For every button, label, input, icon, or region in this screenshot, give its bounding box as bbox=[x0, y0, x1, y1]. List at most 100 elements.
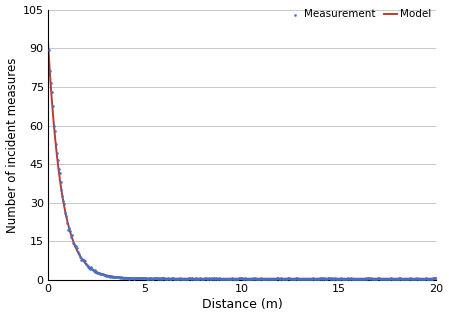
Measurement bbox=[162, 276, 169, 281]
Measurement bbox=[117, 275, 124, 280]
Measurement bbox=[267, 276, 274, 281]
Measurement bbox=[202, 275, 209, 281]
Measurement bbox=[307, 276, 314, 281]
Measurement bbox=[256, 276, 263, 281]
Measurement bbox=[216, 276, 224, 281]
Measurement bbox=[89, 268, 96, 273]
Measurement bbox=[101, 272, 108, 277]
Measurement bbox=[58, 188, 65, 193]
Measurement bbox=[329, 275, 336, 281]
Measurement bbox=[343, 276, 350, 281]
Measurement bbox=[274, 276, 282, 281]
Measurement bbox=[244, 277, 251, 282]
Measurement bbox=[239, 276, 247, 281]
Measurement bbox=[172, 276, 179, 281]
Measurement bbox=[195, 276, 202, 281]
Measurement bbox=[257, 275, 264, 281]
Measurement bbox=[397, 276, 404, 281]
Measurement bbox=[406, 276, 414, 281]
Measurement bbox=[212, 276, 220, 281]
Measurement bbox=[176, 276, 183, 281]
Measurement bbox=[350, 276, 357, 281]
Measurement bbox=[149, 276, 156, 281]
Measurement bbox=[178, 276, 185, 281]
Measurement bbox=[396, 276, 403, 281]
Measurement bbox=[370, 277, 377, 282]
Measurement bbox=[332, 276, 339, 281]
Measurement bbox=[158, 276, 165, 281]
Measurement bbox=[66, 228, 74, 233]
Measurement bbox=[198, 276, 205, 281]
Measurement bbox=[389, 276, 396, 281]
Measurement bbox=[59, 193, 66, 198]
Measurement bbox=[289, 276, 296, 281]
Measurement bbox=[253, 276, 260, 281]
Measurement bbox=[203, 276, 211, 281]
Measurement bbox=[140, 275, 147, 281]
Measurement bbox=[141, 276, 148, 281]
Measurement bbox=[179, 276, 186, 281]
Measurement bbox=[142, 275, 150, 281]
Measurement bbox=[278, 276, 286, 281]
Measurement bbox=[79, 257, 87, 262]
Measurement bbox=[399, 276, 406, 281]
Measurement bbox=[422, 276, 429, 281]
Measurement bbox=[143, 276, 150, 281]
Measurement bbox=[423, 276, 430, 281]
Measurement bbox=[78, 257, 85, 262]
Measurement bbox=[410, 276, 418, 281]
Measurement bbox=[121, 275, 128, 281]
Measurement bbox=[147, 275, 154, 281]
Measurement bbox=[375, 276, 383, 281]
Model bbox=[351, 277, 357, 281]
Measurement bbox=[402, 276, 409, 281]
Measurement bbox=[230, 276, 237, 281]
Measurement bbox=[293, 276, 300, 281]
Measurement bbox=[136, 276, 144, 281]
Measurement bbox=[391, 277, 398, 282]
Measurement bbox=[338, 276, 345, 281]
Measurement bbox=[136, 275, 143, 281]
Measurement bbox=[249, 276, 256, 281]
Measurement bbox=[303, 276, 310, 281]
Measurement bbox=[124, 275, 131, 280]
Measurement bbox=[321, 276, 328, 281]
Measurement bbox=[65, 227, 72, 232]
Measurement bbox=[182, 276, 189, 281]
Measurement bbox=[81, 259, 88, 264]
Measurement bbox=[288, 276, 295, 281]
Measurement bbox=[70, 241, 77, 246]
Measurement bbox=[259, 276, 266, 281]
Measurement bbox=[340, 276, 348, 281]
Measurement bbox=[273, 276, 280, 281]
Measurement bbox=[75, 251, 83, 256]
Measurement bbox=[432, 276, 439, 281]
Measurement bbox=[49, 103, 56, 108]
Measurement bbox=[277, 276, 285, 281]
Measurement bbox=[339, 276, 346, 281]
Measurement bbox=[426, 276, 433, 281]
Measurement bbox=[381, 276, 388, 281]
Measurement bbox=[211, 276, 218, 281]
Measurement bbox=[88, 267, 95, 272]
Model bbox=[45, 42, 51, 46]
Measurement bbox=[280, 276, 287, 281]
Measurement bbox=[188, 276, 195, 281]
Measurement bbox=[369, 276, 376, 281]
Measurement bbox=[176, 276, 184, 281]
Measurement bbox=[355, 276, 362, 281]
Measurement bbox=[237, 276, 244, 281]
Measurement bbox=[233, 276, 241, 281]
Measurement bbox=[61, 202, 68, 207]
Measurement bbox=[330, 276, 337, 281]
Measurement bbox=[132, 275, 139, 281]
Measurement bbox=[365, 276, 372, 281]
Measurement bbox=[222, 276, 229, 281]
Measurement bbox=[141, 276, 149, 281]
Measurement bbox=[366, 276, 373, 281]
Measurement bbox=[382, 276, 389, 281]
Measurement bbox=[405, 276, 413, 281]
Measurement bbox=[367, 276, 374, 281]
Measurement bbox=[247, 276, 255, 281]
Measurement bbox=[271, 276, 278, 281]
